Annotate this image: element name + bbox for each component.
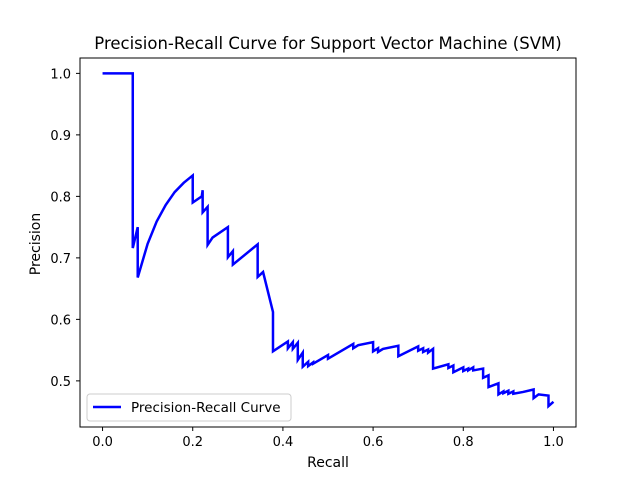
y-tick-label: 1.0 bbox=[50, 67, 71, 82]
x-tick-label: 0.4 bbox=[273, 435, 294, 450]
legend-box bbox=[86, 393, 292, 422]
x-axis-label: Recall bbox=[307, 455, 349, 471]
axes-frame bbox=[79, 57, 577, 428]
x-tick-label: 1.0 bbox=[543, 435, 564, 450]
y-axis-ticks: 0.5 0.6 0.7 0.8 0.9 1.0 bbox=[50, 67, 80, 390]
x-tick-label: 0.6 bbox=[363, 435, 384, 450]
series-line-precision-recall bbox=[102, 72, 555, 409]
y-tick-label: 0.7 bbox=[50, 252, 71, 267]
legend: Precision-Recall Curve bbox=[86, 393, 292, 422]
y-tick-label: 0.9 bbox=[50, 129, 71, 144]
chart-title: Precision-Recall Curve for Support Vecto… bbox=[94, 34, 561, 53]
y-tick-label: 0.6 bbox=[50, 313, 71, 328]
y-tick-label: 0.8 bbox=[50, 190, 71, 205]
x-axis-ticks: 0.0 0.2 0.4 0.6 0.8 1.0 bbox=[92, 427, 564, 450]
y-tick-label: 0.5 bbox=[50, 375, 71, 390]
legend-label: Precision-Recall Curve bbox=[131, 400, 281, 416]
x-tick-label: 0.0 bbox=[92, 435, 113, 450]
x-tick-label: 0.8 bbox=[453, 435, 474, 450]
y-axis-label: Precision bbox=[28, 213, 44, 275]
x-tick-label: 0.2 bbox=[182, 435, 203, 450]
plot-area bbox=[102, 72, 555, 409]
